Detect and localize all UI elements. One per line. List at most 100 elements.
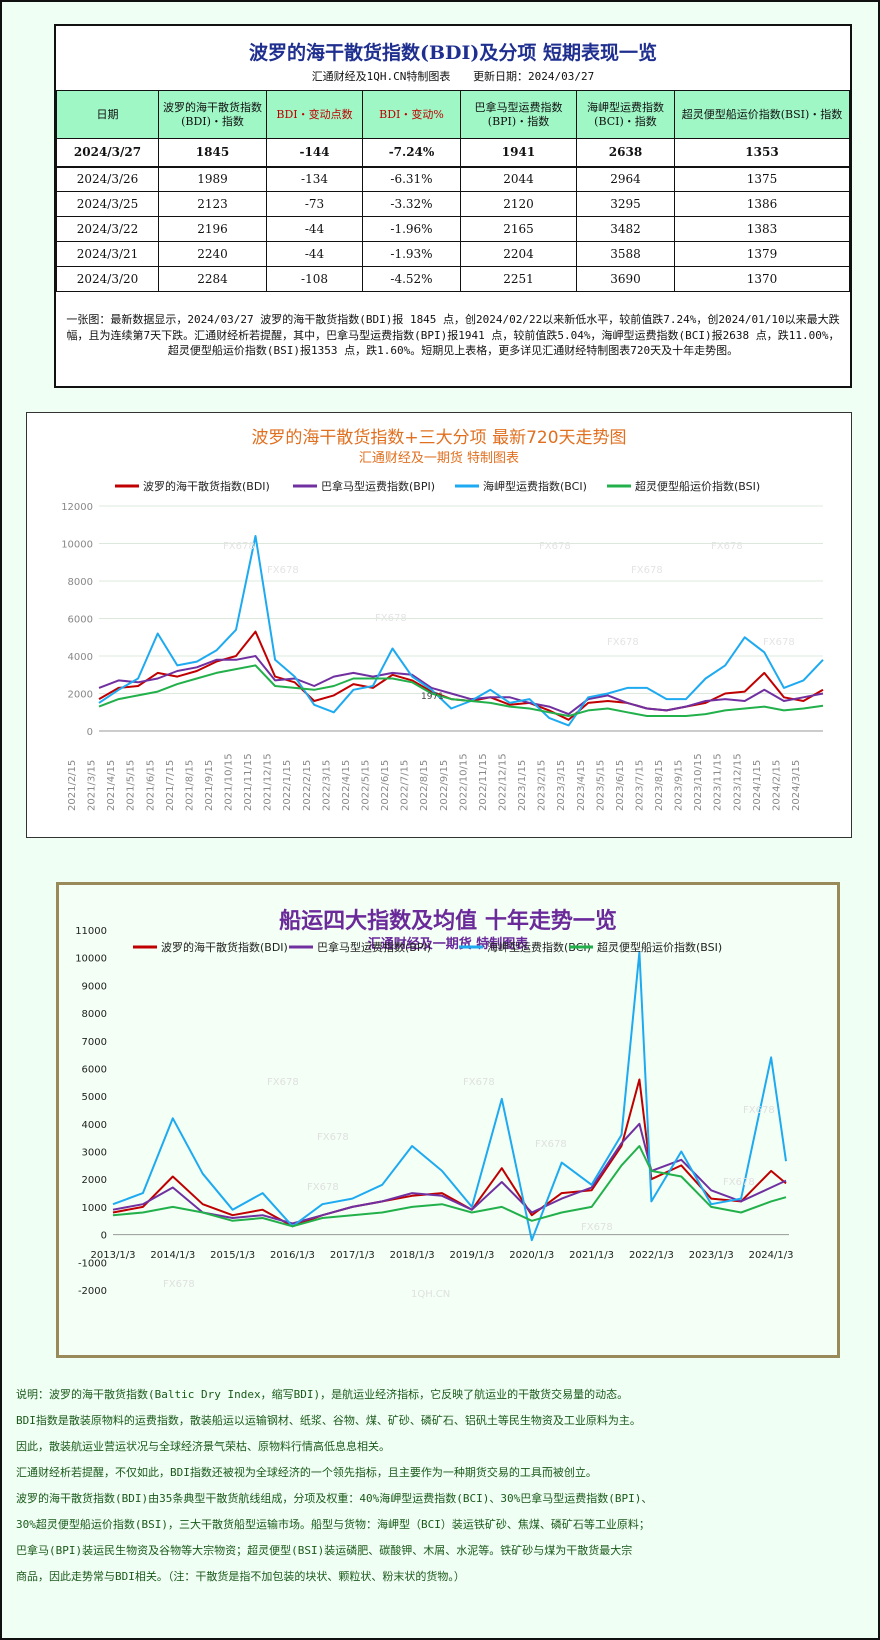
watermark: FX678 bbox=[317, 1132, 349, 1143]
explanation-line: 因此，散装航运业营运状况与全球经济景气荣枯、原物料行情高低息息相关。 bbox=[16, 1440, 390, 1453]
legend-label: 超灵便型船运价指数(BSI) bbox=[635, 479, 760, 493]
explanation-line: 波罗的海干散货指数(BDI)由35条典型干散货航线组成，分项及权重：40%海岬型… bbox=[16, 1492, 653, 1505]
chart2-subtitle: 汇通财经及一期货 特制图表 bbox=[367, 937, 529, 952]
x-tick-label: 2023/12/15 bbox=[732, 753, 743, 811]
table-cell: 2240 bbox=[158, 241, 267, 267]
explanation-line: 汇通财经析若提醒，不仅如此，BDI指数还被视为全球经济的一个领先指标，且主要作为… bbox=[16, 1466, 597, 1479]
series-line-bsi bbox=[98, 664, 824, 717]
table-cell: 1375 bbox=[674, 166, 850, 192]
watermark: FX678 bbox=[711, 541, 743, 552]
x-tick-label: 2023/9/15 bbox=[674, 760, 685, 811]
table-cell: 1383 bbox=[674, 216, 850, 242]
x-tick-label: 2021/6/15 bbox=[145, 760, 156, 811]
x-tick-label: 2014/1/3 bbox=[150, 1250, 195, 1261]
table-row: 2024/3/22 2196 -44 -1.96% 2165 3482 1383 bbox=[56, 216, 850, 242]
x-tick-label: 2023/1/3 bbox=[689, 1250, 734, 1261]
chart1-subtitle: 汇通财经及一期货 特制图表 bbox=[358, 451, 520, 466]
summary-panel: 波罗的海干散货指数(BDI)及分项 短期表现一览 汇通财经及1QH.CN特制图表… bbox=[54, 24, 852, 388]
chart2-svg: -2000 -1000 0 1000 2000 3000 4000 5000 6000 7000 8… bbox=[75, 926, 793, 1300]
table-cell: 3588 bbox=[576, 241, 675, 267]
x-tick-label: 2022/5/15 bbox=[361, 760, 372, 811]
x-tick-label: 2023/2/15 bbox=[537, 760, 548, 811]
y-tick-label: 4000 bbox=[68, 652, 93, 663]
table-cell: 1941 bbox=[460, 138, 577, 168]
watermark: FX678 bbox=[267, 565, 299, 576]
explanation-line: BDI指数是散装原物料的运费指数，散装船运以运输钢材、纸浆、谷物、煤、矿砂、磷矿… bbox=[16, 1414, 641, 1427]
table-cell: 2120 bbox=[460, 191, 577, 217]
table-cell: 1845 bbox=[158, 138, 267, 168]
summary-subtitle: 汇通财经及1QH.CN特制图表 更新日期：2024/03/27 bbox=[56, 68, 850, 86]
table-row: 2024/3/27 1845 -144 -7.24% 1941 2638 1353 bbox=[56, 138, 850, 168]
header-bdi: 波罗的海干散货指数(BDI)・指数 bbox=[158, 90, 267, 139]
header-date: 日期 bbox=[56, 90, 159, 139]
table-header-row: 日期 波罗的海干散货指数(BDI)・指数 BDI・变动点数 BDI・变动% 巴拿… bbox=[56, 90, 850, 139]
table-cell: 3482 bbox=[576, 216, 675, 242]
x-tick-label: 2018/1/3 bbox=[390, 1250, 435, 1261]
chart1-svg: 0 2000 4000 6000 8000 10000 12000 波罗的海干散货指数(BDI… bbox=[61, 479, 824, 811]
y-tick-label: 10000 bbox=[75, 954, 107, 965]
x-tick-label: 2020/1/3 bbox=[509, 1250, 554, 1261]
table-cell: -108 bbox=[266, 266, 363, 292]
x-tick-label: 2023/7/15 bbox=[634, 760, 645, 811]
y-tick-label: 6000 bbox=[68, 615, 93, 626]
y-tick-label: 0 bbox=[101, 1231, 107, 1242]
table-cell: -44 bbox=[266, 216, 363, 242]
x-tick-label: 2024/3/15 bbox=[791, 760, 802, 811]
x-tick-label: 2021/2/15 bbox=[67, 760, 78, 811]
x-tick-label: 2023/8/15 bbox=[654, 760, 665, 811]
table-cell: -7.24% bbox=[362, 138, 461, 168]
x-tick-label: 2023/1/15 bbox=[517, 760, 528, 811]
explanation-line: 商品，因此走势常与BDI相关。（注：干散货是指不加包装的块状、颗粒状、粉末状的货… bbox=[16, 1570, 465, 1583]
summary-update-date: 更新日期：2024/03/27 bbox=[473, 70, 595, 83]
x-tick-label: 2022/10/15 bbox=[458, 753, 469, 811]
table-cell: 2123 bbox=[158, 191, 267, 217]
watermark: FX678 bbox=[267, 1077, 299, 1088]
table-cell: -134 bbox=[266, 166, 363, 192]
x-tick-label: 2021/12/15 bbox=[263, 753, 274, 811]
table-cell: 1353 bbox=[674, 138, 850, 168]
table-cell: 2024/3/22 bbox=[56, 216, 159, 242]
table-cell: 2964 bbox=[576, 166, 675, 192]
watermark: 1QH.CN bbox=[411, 1289, 450, 1300]
table-row: 2024/3/26 1989 -134 -6.31% 2044 2964 1375 bbox=[56, 166, 850, 192]
y-tick-label: 1000 bbox=[82, 1203, 107, 1214]
legend-label: 波罗的海干散货指数(BDI) bbox=[161, 940, 288, 954]
summary-table: 日期 波罗的海干散货指数(BDI)・指数 BDI・变动点数 BDI・变动% 巴拿… bbox=[56, 90, 850, 292]
x-tick-label: 2022/4/15 bbox=[341, 760, 352, 811]
table-cell: -44 bbox=[266, 241, 363, 267]
x-tick-label: 2023/6/15 bbox=[615, 760, 626, 811]
table-cell: 2024/3/21 bbox=[56, 241, 159, 267]
x-tick-label: 2022/1/15 bbox=[282, 760, 293, 811]
explanation-line: 30%超灵便型船运价指数(BSI)，三大干散货船型运输市场。船型与货物：海岬型（… bbox=[16, 1518, 650, 1531]
summary-source: 汇通财经及1QH.CN特制图表 bbox=[311, 70, 451, 83]
y-tick-label: 11000 bbox=[75, 926, 107, 937]
watermark: FX678 bbox=[763, 637, 795, 648]
y-tick-label: 0 bbox=[87, 727, 93, 738]
x-tick-label: 2023/5/15 bbox=[595, 760, 606, 811]
y-tick-label: 8000 bbox=[82, 1009, 107, 1020]
explanation-text: 说明：波罗的海干散货指数(Baltic Dry Index，缩写BDI)，是航运… bbox=[16, 1382, 866, 1590]
series-line-bdi bbox=[112, 1078, 787, 1228]
table-cell: -1.93% bbox=[362, 241, 461, 267]
header-bdi-change: BDI・变动点数 bbox=[266, 90, 363, 139]
table-cell: -3.32% bbox=[362, 191, 461, 217]
watermark: FX678 bbox=[723, 1177, 755, 1188]
y-tick-label: -2000 bbox=[78, 1286, 107, 1297]
x-tick-label: 2021/7/15 bbox=[165, 760, 176, 811]
table-body: 2024/3/27 1845 -144 -7.24% 1941 2638 1353 2024/… bbox=[56, 138, 850, 292]
legend-label: 波罗的海干散货指数(BDI) bbox=[143, 479, 270, 493]
x-tick-label: 2016/1/3 bbox=[270, 1250, 315, 1261]
series-line-bpi bbox=[112, 1122, 787, 1225]
explanation-line: 巴拿马(BPI)装运民生物资及谷物等大宗物资；超灵便型(BSI)装运磷肥、碳酸钾… bbox=[16, 1544, 633, 1557]
y-tick-label: 2000 bbox=[68, 690, 93, 701]
watermark: FX678 bbox=[163, 1279, 195, 1290]
table-cell: -6.31% bbox=[362, 166, 461, 192]
x-tick-label: 2022/1/3 bbox=[629, 1250, 674, 1261]
header-bdi-change-pct: BDI・变动% bbox=[362, 90, 461, 139]
y-tick-label: 3000 bbox=[82, 1148, 107, 1159]
table-row: 2024/3/20 2284 -108 -4.52% 2251 3690 1370 bbox=[56, 266, 850, 292]
chart1-title: 波罗的海干散货指数+三大分项 最新720天走势图 bbox=[251, 428, 627, 448]
y-tick-label: 8000 bbox=[68, 577, 93, 588]
x-tick-label: 2023/10/15 bbox=[693, 753, 704, 811]
